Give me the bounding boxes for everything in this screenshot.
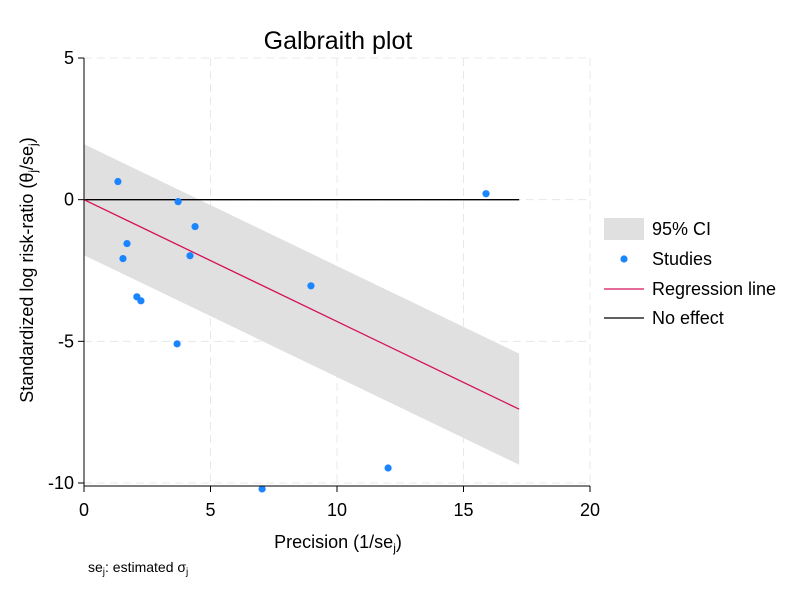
x-tick-label: 15 — [453, 500, 473, 520]
y-tick-label: -5 — [58, 331, 74, 351]
study-points — [114, 177, 490, 493]
study-point — [191, 222, 199, 231]
x-tick-label: 20 — [580, 500, 600, 520]
study-point — [482, 190, 490, 198]
study-point — [137, 297, 145, 305]
legend-label: Studies — [652, 249, 712, 269]
x-tick-label: 5 — [205, 500, 215, 520]
study-point — [258, 485, 266, 493]
x-axis-label: Precision (1/sej) — [274, 532, 402, 555]
legend-ci-swatch — [604, 218, 644, 240]
chart-title: Galbraith plot — [264, 27, 413, 55]
x-tick-label: 10 — [327, 500, 347, 520]
y-tick-label: 0 — [64, 190, 74, 210]
legend-label: Regression line — [652, 279, 776, 299]
y-axis-label: Standardized log risk-ratio (θj/sej) — [17, 137, 40, 402]
legend-label: 95% CI — [652, 219, 711, 239]
study-point — [186, 252, 194, 260]
study-point — [384, 464, 392, 472]
study-point — [307, 282, 315, 290]
legend-label: No effect — [652, 308, 724, 328]
footnote: sej: estimated σj — [88, 559, 188, 578]
lines — [83, 199, 520, 410]
x-tick-label: 0 — [79, 500, 89, 520]
study-point — [123, 239, 131, 248]
axes: 0 5 10 15 20 5 0 -5 -10 — [48, 48, 600, 520]
y-tick-label: -10 — [48, 473, 74, 493]
legend: 95% CI Studies Regression line No effect — [604, 218, 776, 328]
y-tick-label: 5 — [64, 48, 74, 68]
legend-studies-marker — [620, 255, 628, 263]
study-point — [114, 177, 122, 186]
study-point — [119, 255, 127, 263]
regression-line — [83, 199, 520, 410]
study-point — [174, 198, 182, 206]
study-point — [173, 340, 181, 348]
